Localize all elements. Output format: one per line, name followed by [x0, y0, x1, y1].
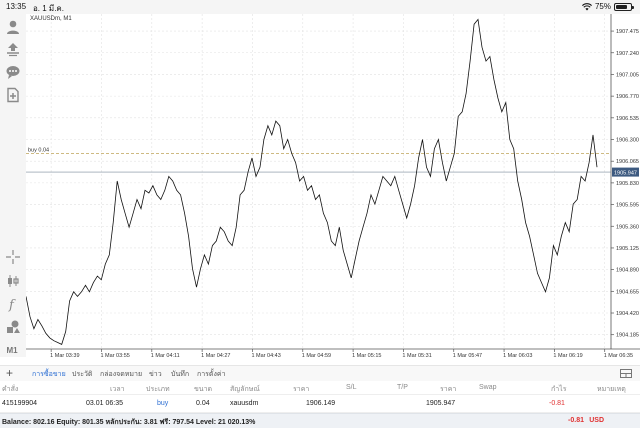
x-tick-label: 1 Mar 06:35: [604, 353, 633, 357]
timeframe-button[interactable]: M1: [6, 345, 18, 355]
x-tick-label: 1 Mar 06:03: [503, 353, 532, 357]
price-series-line: [26, 18, 598, 345]
y-tick-label: 1907.005: [616, 72, 639, 78]
cell-size: 0.04: [196, 400, 210, 407]
chat-icon[interactable]: [4, 63, 22, 81]
x-tick-label: 1 Mar 05:31: [402, 353, 431, 357]
col-tp: T/P: [397, 384, 408, 391]
table-row[interactable]: 415199904 03.01 06:35 buy 0.04 xauusdm 1…: [0, 395, 640, 413]
x-tick-label: 1 Mar 04:27: [201, 353, 230, 357]
svg-text:f: f: [8, 298, 16, 312]
col-size: ขนาด: [194, 386, 213, 393]
indicator-icon[interactable]: f: [4, 295, 22, 313]
y-tick-label: 1907.240: [616, 51, 639, 57]
table-header: คำสั่ง เวลา ประเภท ขนาด สัญลักษณ์ ราคา S…: [0, 381, 640, 395]
y-tick-label: 1905.830: [616, 181, 639, 187]
wifi-icon: [582, 2, 592, 10]
cell-order: 415199904: [2, 400, 38, 407]
x-tick-label: 1 Mar 03:39: [50, 353, 79, 357]
symbol-label: XAUUSDm, M1: [30, 16, 72, 22]
y-tick-label: 1904.420: [616, 311, 639, 317]
cell-time: 03.01 06:35: [86, 400, 123, 407]
tab-settings[interactable]: การตั้งค่า: [197, 371, 226, 378]
status-date: อ. 1 มี.ค.: [33, 4, 64, 13]
battery-fill: [616, 4, 627, 9]
status-right: 75%: [582, 2, 634, 11]
cell-profit: -0.81: [549, 400, 565, 407]
balance-summary: Balance: 802.16 Equity: 801.35 หลักประกั…: [2, 419, 256, 426]
y-tick-label: 1904.890: [616, 268, 639, 274]
col-price: ราคา: [293, 386, 310, 393]
x-tick-label: 1 Mar 04:59: [302, 353, 331, 357]
balance-bar: Balance: 802.16 Equity: 801.35 หลักประกั…: [0, 413, 640, 428]
col-type: ประเภท: [146, 386, 170, 393]
price-chart[interactable]: 1907.475 1907.240 1907.005 1906.770 1906.535…: [26, 14, 640, 357]
col-time: เวลา: [110, 386, 125, 393]
x-tick-label: 1 Mar 05:15: [352, 353, 381, 357]
left-toolbar: f M1: [0, 14, 26, 357]
total-profit: -0.81: [568, 417, 584, 424]
account-icon[interactable]: [4, 18, 22, 36]
y-tick-label: 1905.595: [616, 203, 639, 209]
col-sl: S/L: [346, 384, 357, 391]
account-currency: USD: [589, 417, 604, 424]
y-tick-label: 1905.360: [616, 224, 639, 230]
order-line-label: buy 0.04: [28, 147, 49, 153]
y-tick-label: 1906.065: [616, 159, 639, 165]
col-profit: กำไร: [551, 386, 567, 393]
cell-symbol: xauusdm: [230, 400, 259, 407]
add-icon[interactable]: +: [6, 366, 14, 380]
battery-icon: [614, 2, 634, 11]
current-price-tag: [612, 167, 639, 177]
y-tick-label: 1907.475: [616, 29, 639, 35]
y-tick-label: 1905.125: [616, 246, 639, 252]
tab-journal[interactable]: บันทึก: [171, 371, 190, 378]
y-tick-label: 1906.535: [616, 116, 639, 122]
status-time: 13:35: [6, 2, 27, 11]
y-tick-label: 1904.185: [616, 333, 639, 339]
layout-icon[interactable]: [620, 369, 632, 378]
col-symbol: สัญลักษณ์: [230, 386, 260, 393]
x-tick-label: 1 Mar 04:43: [251, 353, 280, 357]
tab-news[interactable]: ข่าว: [149, 371, 162, 378]
tab-history[interactable]: ประวัติ: [72, 371, 93, 378]
y-tick-label: 1906.770: [616, 94, 639, 100]
x-tick-label: 1 Mar 06:19: [553, 353, 582, 357]
status-bar: 13:35 อ. 1 มี.ค. 75%: [0, 0, 640, 14]
objects-icon[interactable]: [4, 318, 22, 336]
x-tick-label: 1 Mar 03:55: [100, 353, 129, 357]
y-tick-label: 1904.655: [616, 289, 639, 295]
x-tick-label: 1 Mar 04:11: [151, 353, 180, 357]
col-order: คำสั่ง: [2, 386, 19, 393]
cell-type: buy: [157, 400, 169, 407]
cell-price: 1906.149: [306, 400, 336, 407]
col-current-price: ราคา: [440, 386, 457, 393]
new-order-icon[interactable]: [4, 86, 22, 104]
cell-current-price: 1905.947: [426, 400, 456, 407]
col-swap: Swap: [479, 384, 497, 391]
crosshair-icon[interactable]: [4, 248, 22, 266]
chart-canvas: 1907.475 1907.240 1907.005 1906.770 1906.535…: [26, 14, 640, 357]
battery-percent: 75%: [594, 2, 611, 11]
tab-mailbox[interactable]: กล่องจดหมาย: [100, 371, 143, 378]
y-tick-label: 1906.300: [616, 138, 639, 144]
trade-icon[interactable]: [4, 40, 22, 58]
terminal-tabs: + การซื้อขาย ประวัติ กล่องจดหมาย ข่าว บั…: [0, 365, 640, 382]
col-comment: หมายเหตุ: [597, 386, 626, 393]
current-price-label: 1905.947: [614, 170, 637, 176]
candles-icon[interactable]: [4, 272, 22, 290]
x-tick-label: 1 Mar 05:47: [453, 353, 482, 357]
